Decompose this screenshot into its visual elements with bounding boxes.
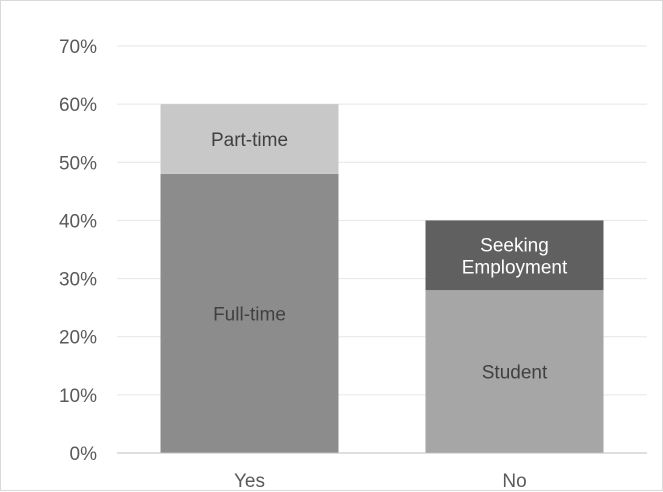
y-tick-label: 30% xyxy=(59,270,97,291)
segment-label: Student xyxy=(482,363,548,384)
bars xyxy=(160,104,604,453)
bar-segment xyxy=(160,173,339,453)
x-category-label: Yes xyxy=(234,471,265,492)
bar-segment xyxy=(160,104,339,174)
y-tick-label: 60% xyxy=(59,95,97,116)
bar-segment xyxy=(425,290,604,453)
y-tick-label: 10% xyxy=(59,386,97,407)
segment-label: Full-time xyxy=(213,304,286,325)
y-tick-label: 20% xyxy=(59,328,97,349)
y-tick-label: 0% xyxy=(70,444,98,465)
bar-segment xyxy=(425,220,604,291)
x-category-label: No xyxy=(502,471,526,492)
y-tick-label: 40% xyxy=(59,211,97,232)
segment-label: Seeking Employment xyxy=(462,235,568,278)
axes: 0% 10% 20% 30% 40% 50% 60% 70% Yes No xyxy=(59,37,647,492)
labels: Full-time Part-time Student Seeking Employme… xyxy=(211,130,568,384)
y-tick-label: 70% xyxy=(59,37,97,58)
segment-label: Part-time xyxy=(211,130,288,151)
y-tick-label: 50% xyxy=(59,153,97,174)
